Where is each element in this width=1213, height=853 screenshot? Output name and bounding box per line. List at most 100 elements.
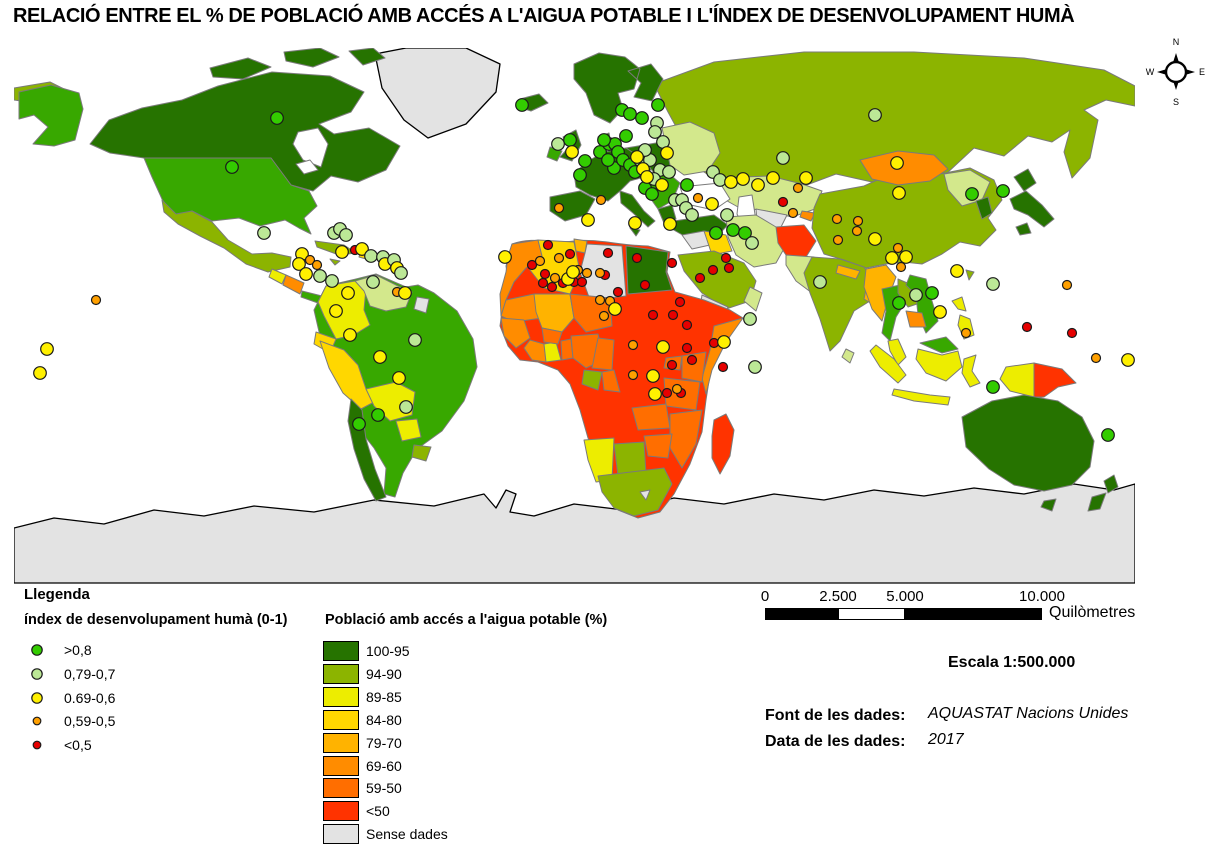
- hdi-marker: [646, 369, 660, 383]
- somalia-region: [701, 317, 744, 395]
- hdi-marker: [717, 335, 731, 349]
- hdi-marker: [960, 327, 972, 339]
- hdi-marker: [655, 178, 669, 192]
- water-legend-swatch: [323, 709, 359, 730]
- hdi-marker: [660, 146, 674, 160]
- hdi-legend-symbol: [32, 740, 42, 750]
- hdi-marker: [612, 286, 624, 298]
- page-title: RELACIÓ ENTRE EL % DE POBLACIÓ AMB ACCÉS…: [13, 5, 1075, 27]
- taiwan-region: [965, 269, 975, 281]
- malay-peninsula-region: [887, 338, 907, 366]
- hdi-marker: [766, 171, 780, 185]
- scale-bar-segment: [765, 608, 838, 620]
- hdi-marker: [339, 228, 353, 242]
- hdi-marker: [720, 252, 732, 264]
- hdi-marker: [799, 171, 813, 185]
- hdi-marker: [965, 187, 979, 201]
- date-label: Data de les dades:: [765, 733, 906, 750]
- scale-bar-tick: 10.000: [1019, 588, 1065, 605]
- hdi-marker: [909, 288, 923, 302]
- hdi-marker: [680, 178, 694, 192]
- hdi-marker: [623, 107, 637, 121]
- new-zealand-region: [1087, 474, 1119, 512]
- hdi-marker: [986, 380, 1000, 394]
- date-value: 2017: [928, 731, 964, 748]
- hdi-marker: [1121, 353, 1135, 367]
- hdi-marker: [890, 156, 904, 170]
- source-value: AQUASTAT Nacions Unides: [928, 705, 1129, 722]
- kyrgyzstan-region: [799, 210, 816, 222]
- hdi-marker: [578, 154, 592, 168]
- uruguay-region: [411, 444, 432, 462]
- hdi-marker: [868, 232, 882, 246]
- hdi-marker: [666, 359, 678, 371]
- hdi-marker: [304, 254, 316, 266]
- japan-region: [1009, 168, 1055, 236]
- hdi-marker: [630, 150, 644, 164]
- water-legend-swatch: [323, 732, 359, 753]
- hdi-marker: [539, 268, 551, 280]
- hdi-marker: [325, 274, 339, 288]
- hdi-legend-item: >0,8: [24, 638, 92, 662]
- hdi-marker: [329, 304, 343, 318]
- south-africa-region: [597, 467, 673, 517]
- hdi-marker: [686, 354, 698, 366]
- hdi-marker: [576, 276, 588, 288]
- hdi-marker: [1021, 321, 1033, 333]
- hdi-marker: [292, 257, 306, 271]
- water-legend-swatch: [323, 686, 359, 707]
- hdi-marker: [647, 309, 659, 321]
- jamaica-region: [329, 258, 341, 266]
- hdi-marker: [899, 250, 913, 264]
- hdi-marker: [343, 328, 357, 342]
- hdi-marker: [270, 111, 284, 125]
- java-region: [891, 388, 951, 406]
- hdi-legend-label: 0,79-0,7: [64, 665, 116, 682]
- hdi-marker: [692, 192, 704, 204]
- hdi-marker: [371, 408, 385, 422]
- papua-new-guinea-region: [1033, 362, 1077, 398]
- sumatra-region: [869, 344, 907, 384]
- hdi-marker: [553, 252, 565, 264]
- hdi-marker: [813, 275, 827, 289]
- hdi-marker: [724, 175, 738, 189]
- scandinavia-region: [573, 52, 664, 124]
- water-legend-swatch: [323, 824, 359, 845]
- hdi-marker: [90, 294, 102, 306]
- hdi-legend-item: 0,79-0,7: [24, 662, 115, 686]
- hdi-marker: [681, 342, 693, 354]
- hdi-marker: [631, 252, 643, 264]
- water-legend-label: 89-85: [366, 688, 402, 705]
- hdi-marker: [534, 255, 546, 267]
- hdi-marker: [694, 272, 706, 284]
- hdi-marker: [666, 257, 678, 269]
- hdi-marker: [627, 369, 639, 381]
- hdi-marker: [640, 170, 654, 184]
- water-legend-label: 84-80: [366, 711, 402, 728]
- hdi-marker: [311, 259, 323, 271]
- hdi-marker: [366, 275, 380, 289]
- papua-indonesia-region: [999, 362, 1035, 398]
- hdi-marker: [667, 309, 679, 321]
- hdi-marker: [601, 153, 615, 167]
- hdi-marker: [408, 333, 422, 347]
- hdi-marker: [225, 160, 239, 174]
- hdi-marker: [394, 266, 408, 280]
- hdi-marker: [598, 310, 610, 322]
- hdi-marker: [595, 194, 607, 206]
- hdi-marker: [645, 187, 659, 201]
- scale-bar-tick: 0: [760, 588, 770, 605]
- hdi-marker: [892, 242, 904, 254]
- oman-region: [743, 286, 763, 312]
- scale-bar-unit: Quilòmetres: [1049, 604, 1136, 621]
- hdi-marker: [257, 226, 271, 240]
- hdi-marker: [635, 111, 649, 125]
- borneo-malaysia-region: [919, 336, 959, 354]
- honduras-nicaragua-region: [282, 274, 305, 295]
- hdi-marker: [594, 294, 606, 306]
- hdi-marker: [738, 226, 752, 240]
- hdi-marker: [33, 366, 47, 380]
- water-legend-label: Sense dades: [366, 826, 448, 843]
- hdi-marker: [777, 196, 789, 208]
- hdi-marker: [986, 277, 1000, 291]
